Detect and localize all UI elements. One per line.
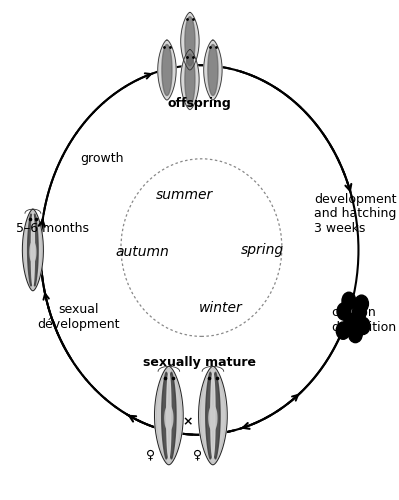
Text: growth: growth [80,152,124,166]
Circle shape [356,317,370,334]
Polygon shape [206,372,215,459]
Text: summer: summer [156,188,213,202]
Text: ×: × [182,415,192,428]
Text: 5–6 months: 5–6 months [16,222,89,235]
Polygon shape [211,374,215,458]
Polygon shape [209,406,217,430]
Circle shape [344,314,358,330]
Text: development
and hatching
3 weeks: development and hatching 3 weeks [314,192,397,236]
Polygon shape [211,372,220,459]
Text: offspring: offspring [168,97,231,110]
Polygon shape [24,210,42,290]
Text: spring: spring [241,243,284,257]
Polygon shape [32,214,38,286]
Polygon shape [185,16,195,66]
Polygon shape [208,44,218,96]
Polygon shape [31,216,34,284]
Circle shape [342,292,356,310]
Circle shape [352,304,366,321]
Polygon shape [162,44,172,96]
Polygon shape [154,366,183,465]
Polygon shape [167,372,176,459]
Polygon shape [181,50,199,110]
Circle shape [355,295,368,312]
Text: sexual
dévelopment: sexual dévelopment [38,303,120,331]
Polygon shape [199,366,227,465]
Polygon shape [200,368,226,464]
Circle shape [337,303,351,320]
Polygon shape [156,368,182,464]
Text: sexually mature: sexually mature [143,356,256,370]
Text: ♀: ♀ [193,448,202,462]
Polygon shape [185,54,195,105]
Polygon shape [22,209,43,291]
Polygon shape [167,374,171,458]
Polygon shape [181,12,199,70]
Text: autumn: autumn [115,246,169,260]
Polygon shape [30,242,36,262]
Text: cocoon
deposition: cocoon deposition [332,306,397,334]
Circle shape [336,322,350,340]
Circle shape [348,326,362,342]
Polygon shape [162,372,171,459]
Polygon shape [158,40,176,100]
Text: ♀: ♀ [146,448,155,462]
Polygon shape [165,406,173,430]
Polygon shape [28,214,34,286]
Polygon shape [204,40,222,100]
Text: winter: winter [199,300,243,314]
